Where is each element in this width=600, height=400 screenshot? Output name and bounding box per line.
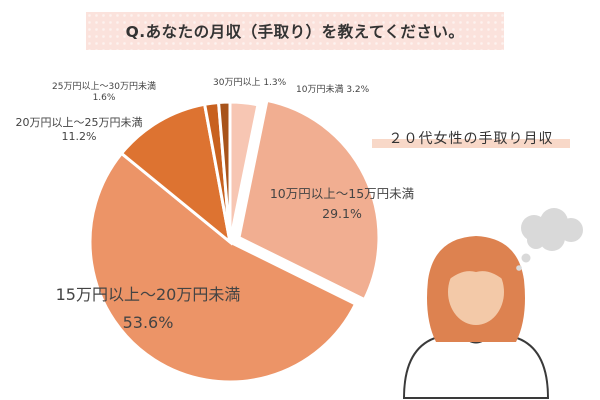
slice-label-15-20: 15万円以上〜20万円未満 53.6%	[28, 283, 268, 335]
slice-label-under-10: 10万円未満 3.2%	[296, 85, 369, 96]
pie-slice-4	[119, 102, 233, 246]
pie-slice-6	[216, 100, 232, 243]
pie-slices	[88, 98, 381, 384]
slice-category: 15万円以上〜20万円未満	[55, 285, 241, 304]
slice-value: 53.6%	[122, 313, 174, 332]
title-banner: Q.あなたの月収（手取り）を教えてください。	[86, 12, 504, 50]
slice-category: 10万円以上〜15万円未満	[269, 186, 415, 201]
chart-question-title: Q.あなたの月収（手取り）を教えてください。	[125, 23, 465, 41]
slice-category: 30万円以上	[213, 78, 261, 88]
slice-category: 10万円未満	[296, 85, 344, 95]
slice-value: 3.2%	[346, 85, 370, 95]
slice-value: 1.6%	[92, 93, 116, 104]
woman-thinking-icon	[402, 236, 550, 399]
slice-label-25-30: 25万円以上〜30万円未満 1.6%	[40, 82, 168, 105]
slice-label-20-25: 20万円以上〜25万円未満 11.2%	[4, 116, 154, 144]
slice-value: 1.3%	[263, 78, 287, 88]
slice-label-10-15: 10万円以上〜15万円未満 29.1%	[262, 186, 422, 221]
thought-bubble-icon	[516, 208, 583, 271]
slice-category: 25万円以上〜30万円未満	[52, 82, 156, 92]
slice-value: 29.1%	[322, 205, 362, 221]
slice-label-30-plus: 30万円以上 1.3%	[213, 78, 286, 89]
slice-category: 20万円以上〜25万円未満	[15, 116, 143, 129]
pie-slice-2	[237, 98, 381, 302]
slice-value: 11.2%	[61, 129, 97, 143]
pie-slice-3	[88, 151, 358, 384]
chart-subtitle: ２０代女性の手取り月収	[372, 126, 570, 150]
